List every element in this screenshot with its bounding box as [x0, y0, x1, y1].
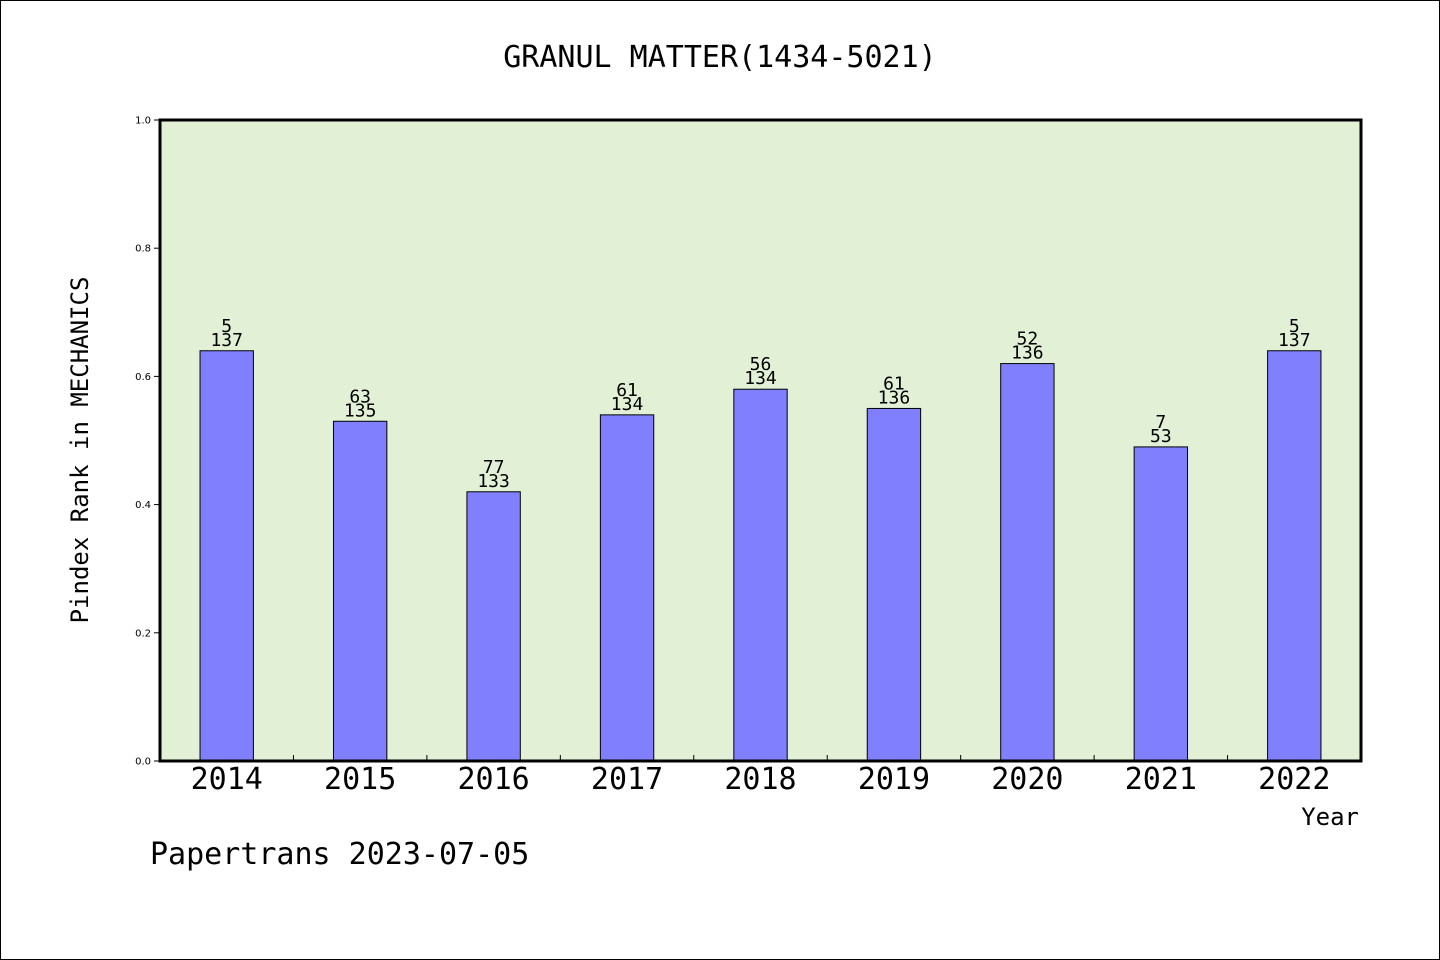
y-tick-label: 0.4	[135, 500, 151, 511]
bar-total-label: 135	[344, 400, 377, 421]
y-tick-label: 0.2	[135, 628, 151, 639]
footer-credit: Papertrans 2023-07-05	[150, 837, 529, 872]
bar-2018	[733, 388, 788, 762]
x-tick-label: 2018	[724, 762, 796, 797]
bar-2016	[466, 491, 521, 762]
bar-rank-label: 5	[221, 316, 232, 337]
bar-2014	[199, 350, 254, 762]
bar-total-label: 134	[744, 368, 777, 389]
x-tick-label: 2022	[1258, 762, 1330, 797]
bar-series	[199, 350, 1322, 762]
y-tick-label: 0.0	[135, 757, 151, 768]
bar-total-label: 137	[1278, 330, 1311, 351]
bar-2020	[1000, 363, 1055, 762]
y-tick-label: 0.6	[135, 372, 151, 383]
chart-title: GRANUL MATTER(1434-5021)	[503, 40, 936, 75]
plot-border	[158, 118, 1363, 763]
bar-total-label: 136	[878, 387, 911, 408]
bar-2022	[1267, 350, 1322, 762]
bar-rank-label: 56	[750, 354, 772, 375]
x-tick-label: 2016	[457, 762, 529, 797]
bar-total-label: 53	[1150, 426, 1172, 447]
x-axis: 2014 2015 2016 2017 2018 2019 2020 2021 2022	[191, 755, 1330, 797]
bar-total-label: 133	[477, 471, 510, 492]
y-axis-label: Pindex Rank in MECHANICS	[66, 277, 94, 624]
y-axis: 0.0 0.2 0.4 0.6 0.8 1.0	[135, 116, 160, 768]
y-tick-label: 0.8	[135, 244, 151, 255]
bar-rank-label: 5	[1289, 316, 1300, 337]
y-tick-label: 1.0	[135, 116, 151, 127]
bar-rank-label: 7	[1155, 412, 1166, 433]
x-tick-label: 2014	[191, 762, 263, 797]
bar-rank-label: 61	[883, 373, 905, 394]
bar-total-label: 134	[611, 394, 644, 415]
bar-total-label: 137	[210, 330, 243, 351]
bar-2021	[1133, 446, 1189, 762]
x-tick-label: 2019	[858, 762, 930, 797]
x-tick-label: 2017	[591, 762, 663, 797]
bar-rank-label: 63	[349, 386, 371, 407]
bar-2017	[599, 414, 655, 762]
bar-rank-label: 61	[616, 380, 638, 401]
bar-rank-label: 77	[483, 457, 505, 478]
x-tick-label: 2015	[324, 762, 396, 797]
x-axis-label: Year	[1301, 803, 1359, 831]
bar-total-label: 136	[1011, 343, 1044, 364]
x-tick-label: 2021	[1125, 762, 1197, 797]
bar-2019	[866, 407, 922, 762]
x-tick-label: 2020	[991, 762, 1063, 797]
bar-rank-label: 52	[1017, 329, 1039, 350]
bar-2015	[332, 420, 388, 762]
